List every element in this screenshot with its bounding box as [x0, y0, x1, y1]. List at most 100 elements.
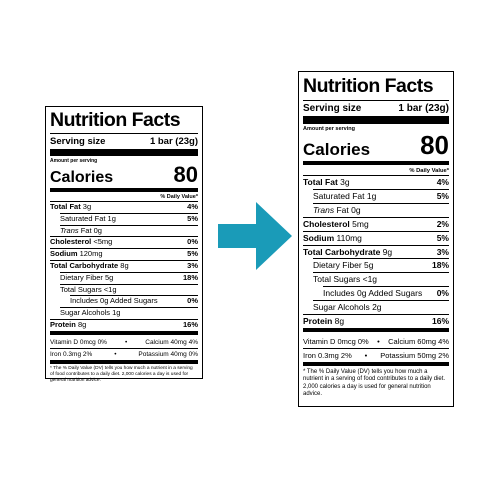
nutrient-row: Sugar Alcohols 2g [313, 300, 449, 314]
nutrient-amount: <5mg [93, 237, 113, 247]
nutrient-amount: Fat 0g [336, 204, 361, 215]
nutrient-name: Total Carbohydrate [303, 246, 381, 257]
nutrient-dv: 16% [431, 316, 449, 327]
nutrient-name: Protein [50, 319, 76, 329]
amount-per-serving: Amount per serving [50, 158, 98, 164]
vitamin-left: Vitamin D 0mcg 0% [50, 338, 107, 346]
nutrient-row: Includes 0g Added Sugars 0% [323, 286, 449, 300]
nutrient-name: Sodium [303, 232, 335, 243]
medium-divider [303, 361, 449, 366]
medium-divider [303, 327, 449, 332]
nutrient-name: Cholesterol [50, 237, 92, 247]
nutrient-dv: 0% [187, 296, 198, 306]
vitamin-left: Vitamin D 0mcg 0% [303, 336, 369, 346]
nutrient-row: Trans Fat 0g [60, 224, 198, 237]
vitamin-left: Iron 0.3mg 2% [303, 350, 352, 360]
calories-label: Calories [303, 140, 371, 159]
nutrient-row: Total Carbohydrate 8g 3% [50, 259, 198, 272]
medium-divider [303, 161, 449, 165]
nutrient-amount: 3g [82, 202, 92, 211]
nutrient-dv: 4% [187, 202, 198, 211]
nutrient-amount: Includes 0g Added Sugars [70, 296, 158, 306]
nutrient-dv: 3% [187, 260, 198, 270]
vitamin-right: Potassium 50mg 2% [380, 350, 449, 360]
vitamin-right: Calcium 60mg 4% [388, 336, 449, 346]
nutrient-name: Total Fat [50, 202, 81, 211]
nutrient-amount: Sugar Alcohols 2g [313, 302, 382, 313]
thick-divider [50, 149, 198, 156]
medium-divider [50, 188, 198, 192]
nutrient-dv: 5% [187, 249, 198, 259]
calories-value: 80 [420, 130, 449, 160]
amount-per-serving: Amount per serving [303, 126, 355, 132]
footnote: * The % Daily Value (DV) tells you how m… [50, 365, 193, 383]
nutrient-row: Cholesterol <5mg 0% [50, 236, 198, 248]
nutrient-row: Total Fat 3g 4% [50, 201, 198, 213]
nutrient-dv: 3% [436, 246, 449, 257]
calories-label: Calories [50, 169, 114, 186]
nutrient-row: Total Sugars <1g [60, 283, 198, 296]
nutrient-amount: 3g [340, 177, 350, 187]
nutrient-row: Saturated Fat 1g 5% [313, 188, 449, 203]
medium-divider [50, 330, 198, 335]
calories-row: Calories 80 [303, 132, 449, 158]
nutrient-amount: Dietary Fiber 5g [60, 272, 114, 282]
nutrient-dv: 4% [436, 177, 449, 187]
nutrient-row: Dietary Fiber 5g 18% [313, 258, 449, 272]
nutrient-amount: Includes 0g Added Sugars [323, 288, 423, 299]
divider [50, 133, 198, 134]
nutrient-row: Protein 8g 16% [303, 314, 449, 328]
label-title: Nutrition Facts [303, 75, 434, 97]
nutrient-amount: 8g [77, 319, 87, 329]
serving-size-row: Serving size 1 bar (23g) [303, 103, 449, 114]
nutrient-name: Trans [313, 204, 335, 215]
nutrient-dv: 0% [187, 237, 198, 247]
vitamin-row: Iron 0.3mg 2% • Potassium 40mg 0% [50, 347, 198, 360]
nutrient-amount: Fat 0g [80, 225, 102, 235]
nutrient-amount: Saturated Fat 1g [313, 190, 377, 201]
nutrient-dv: 18% [182, 272, 198, 282]
nutrient-amount: 120mg [79, 249, 103, 259]
nutrient-dv: 2% [436, 218, 449, 229]
calories-value: 80 [173, 162, 198, 187]
nutrient-name: Sodium [50, 249, 78, 259]
vitamin-row: Iron 0.3mg 2% • Potassium 50mg 2% [303, 347, 449, 362]
nutrient-dv: 5% [436, 190, 449, 201]
nutrient-row: Protein 8g 16% [50, 318, 198, 331]
nutrient-row: Total Fat 3g 4% [303, 175, 449, 189]
nutrient-name: Protein [303, 316, 333, 327]
serving-size-label: Serving size [303, 103, 362, 114]
nutrient-name: Cholesterol [303, 218, 350, 229]
nutrient-dv: 5% [187, 213, 198, 223]
vitamin-right: Calcium 40mg 4% [145, 338, 198, 346]
nutrient-name: Trans [60, 225, 79, 235]
label-title: Nutrition Facts [50, 109, 181, 131]
nutrient-name: Total Fat [303, 177, 338, 187]
nutrient-row: Includes 0g Added Sugars 0% [70, 295, 198, 307]
nutrient-amount: 5mg [352, 218, 369, 229]
nutrient-amount: 8g [334, 316, 345, 327]
nutrient-row: Cholesterol 5mg 2% [303, 216, 449, 231]
nutrient-dv: 0% [436, 288, 449, 299]
nutrition-label-new: Nutrition Facts Serving size 1 bar (23g)… [298, 71, 454, 407]
serving-size-value: 1 bar (23g) [149, 136, 198, 147]
nutrient-amount: Saturated Fat 1g [60, 213, 116, 223]
nutrition-label-old: Nutrition Facts Serving size 1 bar (23g)… [45, 106, 203, 383]
serving-size-label: Serving size [50, 136, 106, 147]
nutrient-amount: Dietary Fiber 5g [313, 260, 374, 271]
vitamin-row: Vitamin D 0mcg 0% • Calcium 40mg 4% [50, 338, 198, 346]
arrow-right-icon [218, 202, 292, 270]
medium-divider [50, 359, 198, 364]
serving-size-value: 1 bar (23g) [398, 103, 449, 114]
nutrient-row: Sugar Alcohols 1g [60, 307, 198, 319]
nutrient-row: Total Sugars <1g [313, 272, 449, 286]
nutrient-dv: 5% [436, 232, 449, 243]
nutrient-row: Trans Fat 0g [313, 202, 449, 217]
vitamin-row: Vitamin D 0mcg 0% • Calcium 60mg 4% [303, 336, 449, 346]
nutrient-row: Sodium 110mg 5% [303, 230, 449, 245]
daily-value-header: % Daily Value* [160, 194, 198, 200]
daily-value-header: % Daily Value* [409, 168, 449, 174]
nutrient-dv: 18% [431, 260, 449, 271]
nutrient-row: Saturated Fat 1g 5% [60, 212, 198, 225]
vitamin-right: Potassium 40mg 0% [138, 350, 198, 358]
